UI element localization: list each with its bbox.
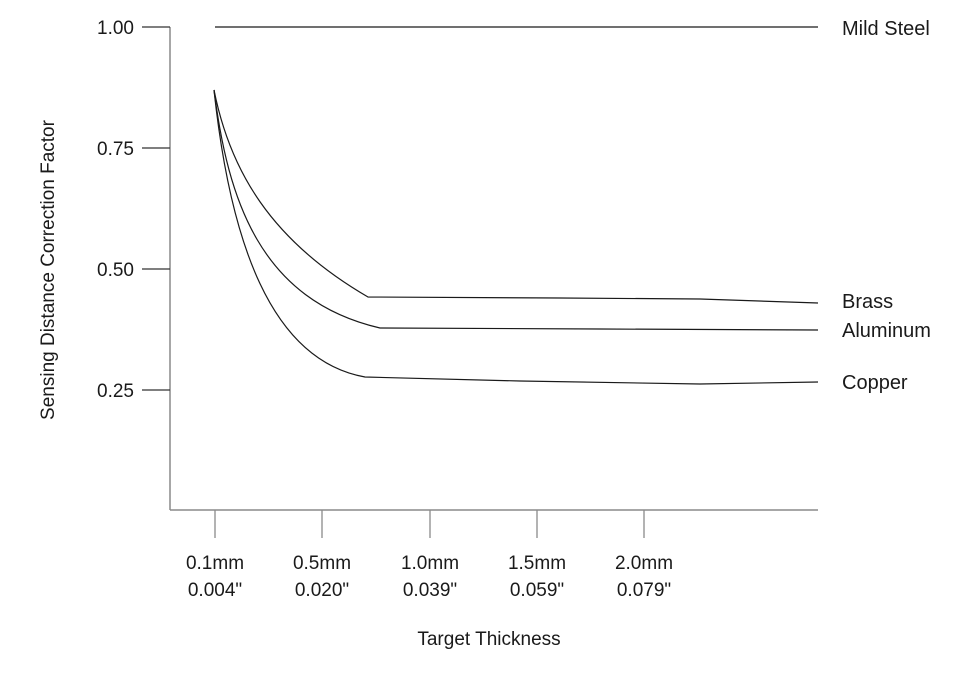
series-aluminum-line (213, 89, 819, 331)
y-axis-title: Sensing Distance Correction Factor (38, 119, 59, 420)
x-tick-label-mm: 0.1mm (186, 553, 244, 574)
x-tick-label-mm: 1.0mm (401, 553, 459, 574)
y-tick-label: 1.00 (97, 18, 134, 39)
series-label-brass: Brass (842, 291, 893, 313)
y-tick-label: 0.50 (97, 260, 134, 281)
series-label-mild-steel: Mild Steel (842, 18, 930, 40)
x-axis-ticks (214, 510, 645, 538)
y-axis-ticks (142, 26, 170, 391)
series-brass-line (213, 89, 819, 304)
x-tick-label-inch: 0.059" (510, 580, 564, 601)
series-label-copper: Copper (842, 372, 908, 394)
x-tick-label-mm: 2.0mm (615, 553, 673, 574)
x-tick-label-inch: 0.079" (617, 580, 671, 601)
series-label-aluminum: Aluminum (842, 320, 931, 342)
series-copper-line (213, 89, 819, 385)
x-tick-label-inch: 0.020" (295, 580, 349, 601)
x-tick-label-inch: 0.039" (403, 580, 457, 601)
x-tick-label-inch: 0.004" (188, 580, 242, 601)
x-axis-title: Target Thickness (417, 629, 560, 650)
x-tick-label-mm: 0.5mm (293, 553, 351, 574)
y-tick-label: 0.25 (97, 381, 134, 402)
y-tick-label: 0.75 (97, 139, 134, 160)
x-tick-label-mm: 1.5mm (508, 553, 566, 574)
